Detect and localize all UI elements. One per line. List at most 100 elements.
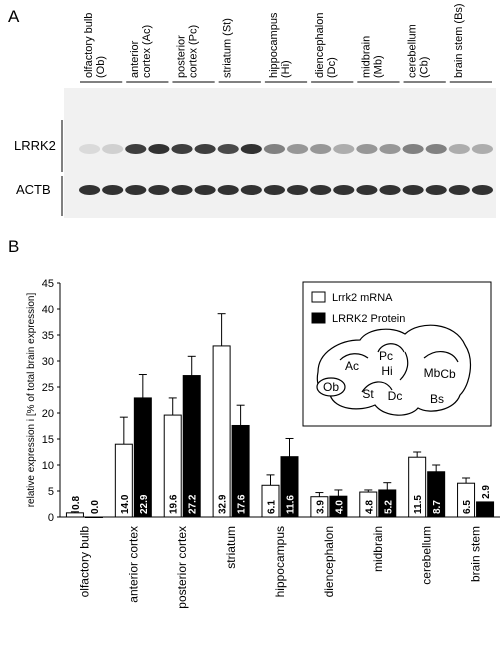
actb-band (310, 185, 332, 195)
legend-swatch (311, 312, 326, 324)
value-label: 17.6 (237, 494, 248, 514)
blot-row-label: LRRK2 (14, 138, 56, 153)
lrrk2-band (79, 144, 101, 154)
value-label: 14.0 (120, 494, 131, 514)
value-label: 6.5 (462, 500, 473, 514)
actb-band (379, 185, 401, 195)
diagram-label: St (362, 387, 374, 401)
blot-row-label: ACTB (16, 182, 51, 197)
bar (65, 512, 84, 518)
lrrk2-band (102, 144, 124, 154)
legend-label: LRRK2 Protein (332, 313, 405, 325)
actb-band (356, 185, 378, 195)
lrrk2-band (171, 144, 193, 154)
x-tick-label: hippocampus (273, 526, 287, 597)
value-label: 2.9 (481, 485, 492, 499)
lrrk2-band (263, 144, 286, 154)
lrrk2-band (240, 144, 262, 154)
lrrk2-band (194, 144, 216, 154)
value-label: 6.1 (267, 500, 278, 514)
lrrk2-band (379, 144, 401, 154)
actb-band (102, 185, 124, 195)
actb-band (263, 185, 286, 195)
diagram-label: Mb (424, 366, 441, 380)
value-label: 11.6 (286, 495, 297, 514)
value-label: 3.9 (315, 500, 326, 514)
actb-band (448, 185, 470, 195)
lrrk2-band (425, 144, 447, 154)
lane-label: brain stem (Bs) (453, 3, 465, 78)
panel-letter: B (8, 237, 19, 256)
value-label: 5.2 (383, 500, 394, 514)
y-axis-label: relative expression i [% of total brain … (26, 293, 37, 508)
lane-label: (Dc) (326, 57, 338, 78)
diagram-label: Hi (381, 364, 392, 378)
actb-band (287, 185, 309, 195)
lrrk2-band (402, 144, 424, 154)
lane-label: olfactory bulb (83, 13, 95, 78)
lrrk2-band (356, 144, 378, 154)
actb-band (333, 185, 355, 195)
y-tick-label: 20 (42, 408, 54, 420)
y-tick-label: 30 (42, 356, 54, 368)
y-tick-label: 15 (42, 434, 54, 446)
value-label: 0.0 (90, 500, 101, 514)
actb-band (425, 185, 447, 195)
lane-label: anterior (129, 40, 141, 78)
x-tick-label: striatum (224, 526, 238, 569)
lane-label: hippocampus (268, 12, 280, 78)
diagram-label: Pc (379, 349, 393, 363)
actb-band (148, 185, 170, 195)
diagram-label: Bs (430, 392, 444, 406)
bar (212, 345, 231, 518)
bar (476, 501, 495, 518)
lrrk2-band (148, 144, 170, 154)
actb-band (171, 185, 193, 195)
diagram-label: Ac (345, 359, 359, 373)
lane-label: (Mb) (372, 55, 384, 78)
actb-band (402, 185, 424, 195)
x-tick-label: posterior cortex (175, 526, 189, 609)
y-tick-label: 45 (42, 278, 54, 290)
lrrk2-band (125, 144, 147, 154)
value-label: 19.6 (169, 494, 180, 514)
lane-label: (Cb) (419, 57, 431, 78)
diagram-label: Ob (323, 380, 339, 394)
legend-label: Lrrk2 mRNA (332, 292, 393, 304)
lrrk2-band (333, 144, 355, 154)
lrrk2-band (448, 144, 470, 154)
value-label: 11.5 (413, 495, 424, 514)
x-tick-label: olfactory bulb (77, 526, 91, 598)
lrrk2-band (471, 144, 494, 154)
y-tick-label: 35 (42, 330, 54, 342)
actb-band (240, 185, 262, 195)
legend-swatch (311, 291, 326, 303)
value-label: 0.8 (71, 496, 82, 510)
lane-label: midbrain (360, 36, 372, 78)
panel-letter: A (8, 7, 20, 26)
diagram-label: Dc (388, 389, 403, 403)
value-label: 4.8 (364, 500, 375, 514)
lrrk2-band (217, 144, 239, 154)
y-tick-label: 40 (42, 304, 54, 316)
actb-band (217, 185, 239, 195)
y-tick-label: 5 (48, 486, 54, 498)
x-tick-label: midbrain (371, 526, 385, 572)
lrrk2-band (287, 144, 309, 154)
lane-label: cerebellum (407, 24, 419, 78)
lane-label: (Ob) (95, 56, 107, 78)
actb-band (471, 185, 494, 195)
lane-label: cortex (Ac) (141, 25, 153, 78)
value-label: 4.0 (334, 500, 345, 514)
value-label: 27.2 (188, 494, 199, 514)
value-label: 22.9 (139, 494, 150, 514)
value-label: 32.9 (218, 494, 229, 514)
lane-label: diencephalon (314, 13, 326, 78)
lrrk2-band (310, 144, 332, 154)
x-tick-label: anterior cortex (126, 526, 140, 603)
actb-band (125, 185, 147, 195)
value-label: 8.7 (432, 500, 443, 514)
actb-band (79, 185, 101, 195)
lane-label: cortex (Pc) (187, 25, 199, 78)
